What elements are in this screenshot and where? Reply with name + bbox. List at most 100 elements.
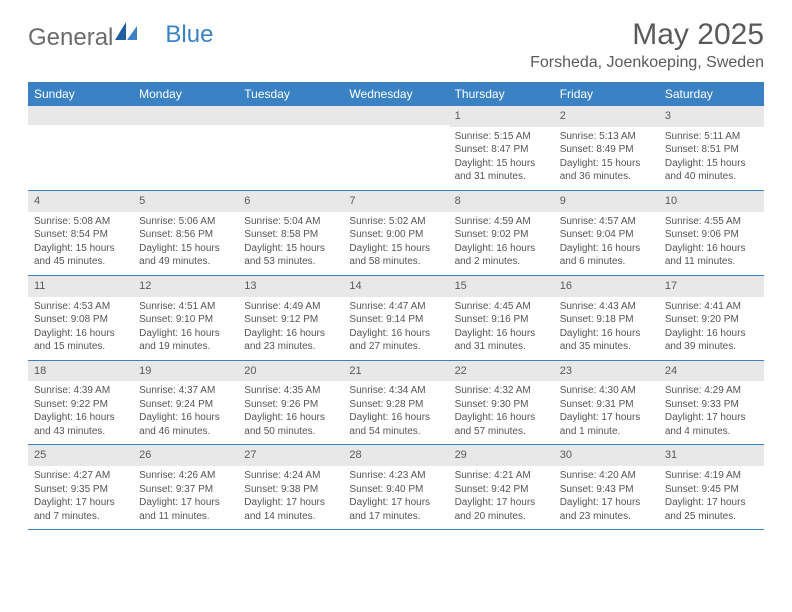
sunset-text: Sunset: 9:35 PM (34, 483, 127, 497)
daylight-text: Daylight: 15 hours and 40 minutes. (665, 157, 758, 184)
daylight-text: Daylight: 16 hours and 35 minutes. (560, 327, 653, 354)
calendar-day-cell: 20Sunrise: 4:35 AMSunset: 9:26 PMDayligh… (238, 360, 343, 445)
day-number: 27 (238, 445, 343, 466)
daylight-text: Daylight: 16 hours and 57 minutes. (455, 411, 548, 438)
sunrise-text: Sunrise: 5:08 AM (34, 215, 127, 229)
day-details: Sunrise: 4:24 AMSunset: 9:38 PMDaylight:… (238, 466, 343, 529)
sunset-text: Sunset: 9:16 PM (455, 313, 548, 327)
day-number: 23 (554, 361, 659, 382)
calendar-day-cell (343, 106, 448, 190)
day-details: Sunrise: 4:41 AMSunset: 9:20 PMDaylight:… (659, 297, 764, 360)
calendar-day-cell (238, 106, 343, 190)
sunrise-text: Sunrise: 4:47 AM (349, 300, 442, 314)
sunset-text: Sunset: 9:22 PM (34, 398, 127, 412)
day-details: Sunrise: 4:39 AMSunset: 9:22 PMDaylight:… (28, 381, 133, 444)
sunset-text: Sunset: 9:20 PM (665, 313, 758, 327)
sunset-text: Sunset: 9:38 PM (244, 483, 337, 497)
logo: General Blue (28, 24, 213, 52)
sunset-text: Sunset: 8:47 PM (455, 143, 548, 157)
sunset-text: Sunset: 9:28 PM (349, 398, 442, 412)
calendar-day-cell: 21Sunrise: 4:34 AMSunset: 9:28 PMDayligh… (343, 360, 448, 445)
day-details: Sunrise: 4:23 AMSunset: 9:40 PMDaylight:… (343, 466, 448, 529)
daylight-text: Daylight: 17 hours and 14 minutes. (244, 496, 337, 523)
calendar-day-cell: 30 Sunrise: 4:20 AMSunset: 9:43 PMDayligh… (554, 445, 659, 530)
day-number: 9 (554, 191, 659, 212)
day-number: 11 (28, 276, 133, 297)
weekday-header: Wednesday (343, 82, 448, 106)
day-number: 25 (28, 445, 133, 466)
weekday-header: Tuesday (238, 82, 343, 106)
calendar-day-cell: 2Sunrise: 5:13 AMSunset: 8:49 PMDaylight… (554, 106, 659, 190)
calendar-day-cell: 10Sunrise: 4:55 AMSunset: 9:06 PMDayligh… (659, 190, 764, 275)
day-details (343, 125, 448, 183)
sunrise-text: Sunrise: 4:51 AM (139, 300, 232, 314)
calendar-day-cell: 22Sunrise: 4:32 AMSunset: 9:30 PMDayligh… (449, 360, 554, 445)
calendar-day-cell: 11Sunrise: 4:53 AMSunset: 9:08 PMDayligh… (28, 275, 133, 360)
calendar-day-cell: 9Sunrise: 4:57 AMSunset: 9:04 PMDaylight… (554, 190, 659, 275)
sunset-text: Sunset: 9:24 PM (139, 398, 232, 412)
day-details (28, 125, 133, 183)
calendar-week-row: 18Sunrise: 4:39 AMSunset: 9:22 PMDayligh… (28, 360, 764, 445)
daylight-text: Daylight: 16 hours and 31 minutes. (455, 327, 548, 354)
daylight-text: Daylight: 17 hours and 25 minutes. (665, 496, 758, 523)
sunset-text: Sunset: 9:40 PM (349, 483, 442, 497)
day-details: Sunrise: 4:59 AMSunset: 9:02 PMDaylight:… (449, 212, 554, 275)
daylight-text: Daylight: 15 hours and 45 minutes. (34, 242, 127, 269)
daylight-text: Daylight: 16 hours and 15 minutes. (34, 327, 127, 354)
sunset-text: Sunset: 9:04 PM (560, 228, 653, 242)
daylight-text: Daylight: 16 hours and 43 minutes. (34, 411, 127, 438)
day-details: Sunrise: 4:30 AMSunset: 9:31 PMDaylight:… (554, 381, 659, 444)
daylight-text: Daylight: 16 hours and 23 minutes. (244, 327, 337, 354)
calendar-day-cell: 8Sunrise: 4:59 AMSunset: 9:02 PMDaylight… (449, 190, 554, 275)
day-number: 5 (133, 191, 238, 212)
sunset-text: Sunset: 9:30 PM (455, 398, 548, 412)
daylight-text: Daylight: 16 hours and 46 minutes. (139, 411, 232, 438)
calendar-day-cell: 13Sunrise: 4:49 AMSunset: 9:12 PMDayligh… (238, 275, 343, 360)
day-details: Sunrise: 4:43 AMSunset: 9:18 PMDaylight:… (554, 297, 659, 360)
day-details: Sunrise: 5:02 AMSunset: 9:00 PMDaylight:… (343, 212, 448, 275)
sunrise-text: Sunrise: 4:20 AM (560, 469, 653, 483)
day-details (238, 125, 343, 183)
sunrise-text: Sunrise: 4:39 AM (34, 384, 127, 398)
sunset-text: Sunset: 9:26 PM (244, 398, 337, 412)
day-number: 4 (28, 191, 133, 212)
sunrise-text: Sunrise: 5:06 AM (139, 215, 232, 229)
weekday-header-row: Sunday Monday Tuesday Wednesday Thursday… (28, 82, 764, 106)
day-number: 1 (449, 106, 554, 127)
day-details: Sunrise: 4:55 AMSunset: 9:06 PMDaylight:… (659, 212, 764, 275)
sunset-text: Sunset: 9:31 PM (560, 398, 653, 412)
sunrise-text: Sunrise: 5:13 AM (560, 130, 653, 144)
day-number: 28 (343, 445, 448, 466)
day-details: Sunrise: 4:49 AMSunset: 9:12 PMDaylight:… (238, 297, 343, 360)
day-number: 30 (554, 445, 659, 466)
day-number: 20 (238, 361, 343, 382)
sunset-text: Sunset: 9:33 PM (665, 398, 758, 412)
calendar-week-row: 4Sunrise: 5:08 AMSunset: 8:54 PMDaylight… (28, 190, 764, 275)
day-details: Sunrise: 4:57 AMSunset: 9:04 PMDaylight:… (554, 212, 659, 275)
daylight-text: Daylight: 15 hours and 53 minutes. (244, 242, 337, 269)
sunset-text: Sunset: 8:51 PM (665, 143, 758, 157)
daylight-text: Daylight: 15 hours and 49 minutes. (139, 242, 232, 269)
day-number: 7 (343, 191, 448, 212)
day-details: Sunrise: 5:08 AMSunset: 8:54 PMDaylight:… (28, 212, 133, 275)
sunrise-text: Sunrise: 4:55 AM (665, 215, 758, 229)
location: Forsheda, Joenkoeping, Sweden (530, 54, 764, 72)
calendar-day-cell: 31Sunrise: 4:19 AMSunset: 9:45 PMDayligh… (659, 445, 764, 530)
sunset-text: Sunset: 9:43 PM (560, 483, 653, 497)
calendar-body: 1Sunrise: 5:15 AMSunset: 8:47 PMDaylight… (28, 106, 764, 530)
day-number (343, 106, 448, 125)
day-details: Sunrise: 5:13 AMSunset: 8:49 PMDaylight:… (554, 127, 659, 190)
daylight-text: Daylight: 17 hours and 23 minutes. (560, 496, 653, 523)
calendar-day-cell: 28Sunrise: 4:23 AMSunset: 9:40 PMDayligh… (343, 445, 448, 530)
sunrise-text: Sunrise: 4:30 AM (560, 384, 653, 398)
daylight-text: Daylight: 16 hours and 39 minutes. (665, 327, 758, 354)
day-number: 21 (343, 361, 448, 382)
sunrise-text: Sunrise: 4:37 AM (139, 384, 232, 398)
day-number: 8 (449, 191, 554, 212)
calendar-day-cell: 23Sunrise: 4:30 AMSunset: 9:31 PMDayligh… (554, 360, 659, 445)
day-number: 17 (659, 276, 764, 297)
day-number: 26 (133, 445, 238, 466)
daylight-text: Daylight: 17 hours and 1 minute. (560, 411, 653, 438)
sunrise-text: Sunrise: 4:26 AM (139, 469, 232, 483)
sunrise-text: Sunrise: 4:32 AM (455, 384, 548, 398)
